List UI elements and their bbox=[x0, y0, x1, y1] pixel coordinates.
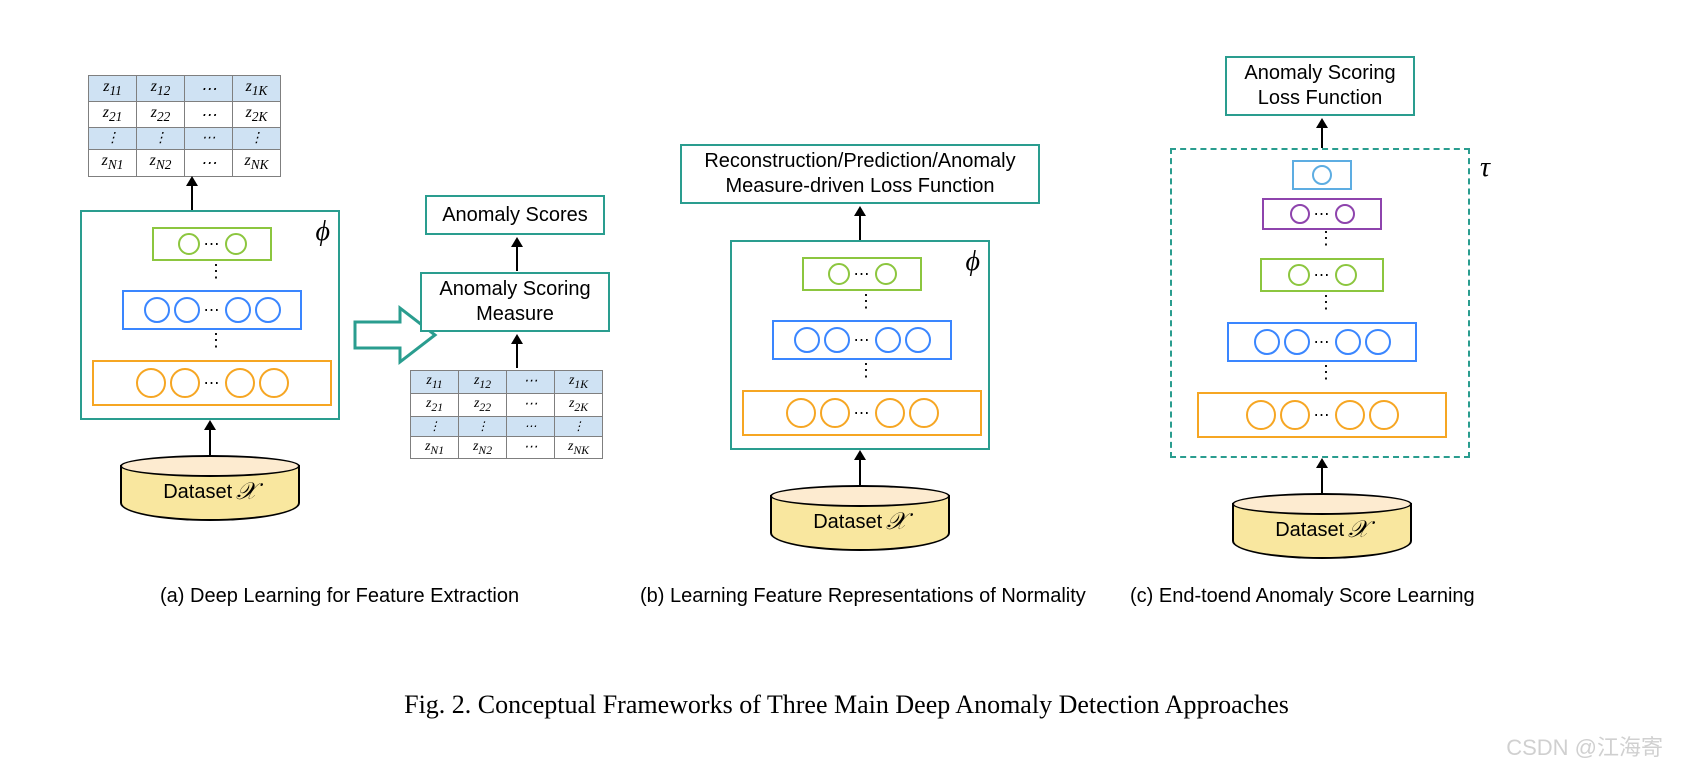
dataset-cylinder-a: Dataset 𝒳 bbox=[120, 455, 300, 525]
dataset-symbol-c: 𝒳 bbox=[1348, 517, 1369, 544]
tau-symbol-c: τ bbox=[1480, 152, 1490, 184]
anomaly-scoring-measure-box: Anomaly Scoring Measure bbox=[420, 272, 610, 332]
nn-layer-green-a: ⋯ bbox=[152, 227, 272, 261]
loss-function-box-c: Anomaly Scoring Loss Function bbox=[1225, 56, 1415, 116]
loss-function-label-c: Anomaly Scoring Loss Function bbox=[1244, 61, 1395, 111]
arrow-up-icon bbox=[507, 334, 527, 368]
anomaly-scoring-label: Anomaly Scoring Measure bbox=[439, 277, 590, 327]
phi-symbol-a: ϕ bbox=[316, 216, 331, 248]
arrow-up-icon bbox=[507, 237, 527, 271]
dataset-label-c: Dataset bbox=[1275, 519, 1344, 542]
figure-caption: Fig. 2. Conceptual Frameworks of Three M… bbox=[0, 690, 1693, 720]
nn-layer-blue-a: ⋯ bbox=[122, 290, 302, 330]
dataset-cylinder-c: Dataset 𝒳 bbox=[1232, 493, 1412, 563]
arrow-up-icon bbox=[850, 206, 870, 240]
dataset-symbol-a: 𝒳 bbox=[236, 479, 257, 506]
network-box-b: ϕ ⋯ ⋮ ⋯ ⋮ ⋯ bbox=[730, 240, 990, 450]
panel-a-caption: (a) Deep Learning for Feature Extraction bbox=[160, 585, 519, 608]
nn-layer-blue-b: ⋯ bbox=[772, 320, 952, 360]
nn-layer-green-b: ⋯ bbox=[802, 257, 922, 291]
arrow-up-icon bbox=[1312, 458, 1332, 498]
nn-layer-purple-c: ⋯ bbox=[1262, 198, 1382, 230]
arrow-up-icon bbox=[1312, 118, 1332, 152]
z-matrix-table-a: z11 z12 ⋯ z1K z21 z22 ⋯ z2K ⋮ ⋮ ⋯ ⋮ zN1 … bbox=[88, 75, 281, 177]
nn-layer-orange-a: ⋯ bbox=[92, 360, 332, 406]
watermark: CSDN @江海寄 bbox=[1506, 730, 1663, 762]
arrow-up-icon bbox=[850, 450, 870, 490]
arrow-up-icon bbox=[182, 176, 202, 210]
phi-symbol-b: ϕ bbox=[966, 246, 981, 278]
nn-layer-orange-b: ⋯ bbox=[742, 390, 982, 436]
dataset-label-a: Dataset bbox=[163, 481, 232, 504]
dataset-symbol-b: 𝒳 bbox=[886, 509, 907, 536]
dataset-cylinder-b: Dataset 𝒳 bbox=[770, 485, 950, 555]
network-box-c: τ ⋯ ⋮ ⋯ ⋮ ⋯ ⋮ ⋯ bbox=[1170, 148, 1470, 458]
anomaly-scores-box: Anomaly Scores bbox=[425, 195, 605, 235]
arrow-up-icon bbox=[200, 420, 220, 460]
loss-function-label-b: Reconstruction/Prediction/Anomaly Measur… bbox=[704, 149, 1015, 199]
nn-layer-output-c bbox=[1292, 160, 1352, 190]
panel-b-caption: (b) Learning Feature Representations of … bbox=[640, 585, 1086, 608]
panel-c-caption: (c) End-toend Anomaly Score Learning bbox=[1130, 585, 1475, 608]
nn-layer-blue-c: ⋯ bbox=[1227, 322, 1417, 362]
loss-function-box-b: Reconstruction/Prediction/Anomaly Measur… bbox=[680, 144, 1040, 204]
nn-layer-orange-c: ⋯ bbox=[1197, 392, 1447, 438]
anomaly-scores-label: Anomaly Scores bbox=[442, 203, 588, 228]
nn-layer-green-c: ⋯ bbox=[1260, 258, 1384, 292]
dataset-label-b: Dataset bbox=[813, 511, 882, 534]
z-matrix-table-a2: z11 z12 ⋯ z1K z21 z22 ⋯ z2K ⋮ ⋮ ⋯ ⋮ zN1 … bbox=[410, 370, 603, 459]
network-box-a: ϕ ⋯ ⋮ ⋯ ⋮ ⋯ bbox=[80, 210, 340, 420]
